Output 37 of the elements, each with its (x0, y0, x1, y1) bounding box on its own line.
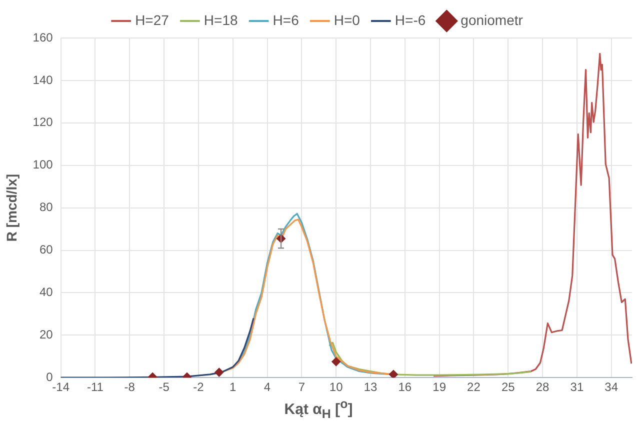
x-tick-label: 16 (398, 380, 412, 394)
x-tick-label: 13 (364, 380, 378, 394)
x-tick-label: -14 (52, 380, 70, 394)
y-tick-label: 60 (39, 242, 54, 257)
y-tick-label: 0 (46, 370, 54, 384)
point (214, 368, 224, 377)
x-tick-label: 31 (570, 380, 584, 394)
point (332, 357, 341, 366)
x-tick-label: 22 (467, 380, 481, 394)
x-tick-label: -8 (124, 380, 136, 394)
x-tick-label: 34 (604, 380, 618, 394)
x-tick-label: -5 (158, 380, 170, 394)
x-tick-label: 7 (298, 380, 306, 394)
x-tick-label: -2 (193, 380, 204, 394)
legend-label: goniometr (460, 12, 524, 28)
y-tick-label: 160 (32, 30, 54, 44)
x-tick-label: 19 (432, 380, 446, 394)
x-tick-label: 25 (501, 380, 516, 394)
y-tick-label: 100 (32, 158, 54, 172)
x-tick-label: -11 (87, 380, 104, 394)
legend-label: H=18 (204, 12, 238, 28)
legend-label: H=27 (135, 12, 170, 28)
legend-label: H=0 (334, 12, 360, 28)
y-axis-title: R [mcd/lx] (3, 174, 20, 242)
legend-label: H=6 (272, 12, 300, 28)
legend-label: H=-6 (394, 12, 426, 28)
point (388, 370, 398, 378)
x-tick-label: 1 (230, 380, 237, 394)
x-tick-label: 4 (264, 380, 271, 394)
x-tick-label: 10 (329, 380, 344, 394)
y-tick-label: 140 (32, 72, 54, 87)
y-tick-label: 120 (32, 115, 54, 130)
y-tick-label: 20 (39, 327, 54, 342)
x-tick-label: 28 (536, 380, 550, 394)
y-tick-label: 40 (39, 285, 54, 300)
x-axis-title: Kąt α$_{H}$ [$^{o}$] (283, 397, 354, 421)
y-tick-label: 80 (39, 200, 54, 214)
